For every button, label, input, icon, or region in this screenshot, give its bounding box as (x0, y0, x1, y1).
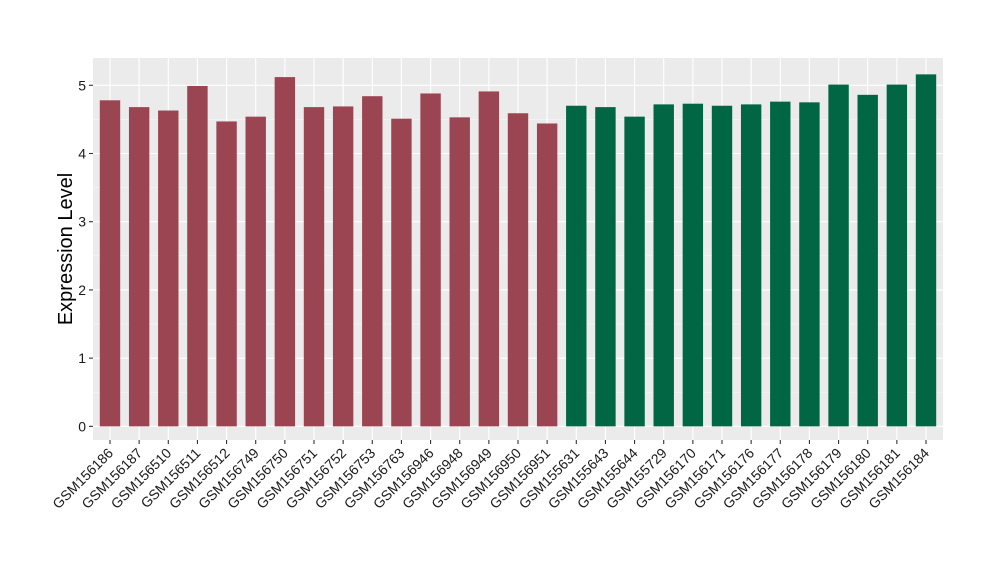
y-axis: 0 1 2 3 4 5 (78, 77, 93, 434)
bar-gsm156949 (478, 91, 500, 427)
bar-gsm156751 (303, 107, 325, 427)
y-tick-label: 2 (78, 282, 86, 298)
bar-gsm155631 (566, 105, 587, 427)
bar-gsm156180 (857, 94, 878, 427)
bars (99, 74, 937, 427)
bar-gsm156510 (158, 110, 179, 427)
bar-gsm155643 (595, 107, 616, 427)
bar-gsm155729 (653, 104, 674, 427)
bar-gsm156753 (362, 96, 383, 427)
bar-gsm156763 (391, 118, 412, 427)
bar-gsm156752 (332, 106, 354, 427)
y-tick-label: 5 (78, 77, 86, 93)
bar-gsm156946 (420, 93, 441, 427)
bar-gsm156948 (449, 117, 470, 427)
bar-gsm156179 (828, 84, 849, 427)
bar-gsm156177 (770, 101, 791, 427)
bar-gsm156186 (99, 100, 121, 427)
bar-gsm156187 (128, 107, 150, 427)
bar-gsm156178 (799, 102, 820, 427)
y-tick-label: 3 (78, 214, 86, 230)
y-axis-title: Expression Level (55, 173, 77, 325)
bar-gsm156176 (740, 104, 762, 427)
bar-gsm156171 (711, 105, 733, 427)
y-tick-label: 4 (78, 146, 86, 162)
bar-gsm156950 (507, 113, 529, 427)
bar-gsm156749 (245, 116, 266, 427)
bar-gsm156511 (187, 85, 208, 427)
y-tick-label: 1 (78, 350, 86, 366)
y-tick-label: 0 (78, 418, 86, 434)
bar-gsm156181 (886, 84, 908, 427)
bar-gsm156184 (915, 74, 937, 427)
bar-gsm156951 (536, 123, 558, 427)
x-axis: GSM156186GSM156187GSM156510GSM156511GSM1… (49, 440, 932, 512)
bar-gsm155644 (624, 116, 645, 427)
bar-gsm156512 (216, 121, 237, 427)
bar-gsm156750 (274, 77, 296, 427)
bar-gsm156170 (682, 103, 704, 427)
